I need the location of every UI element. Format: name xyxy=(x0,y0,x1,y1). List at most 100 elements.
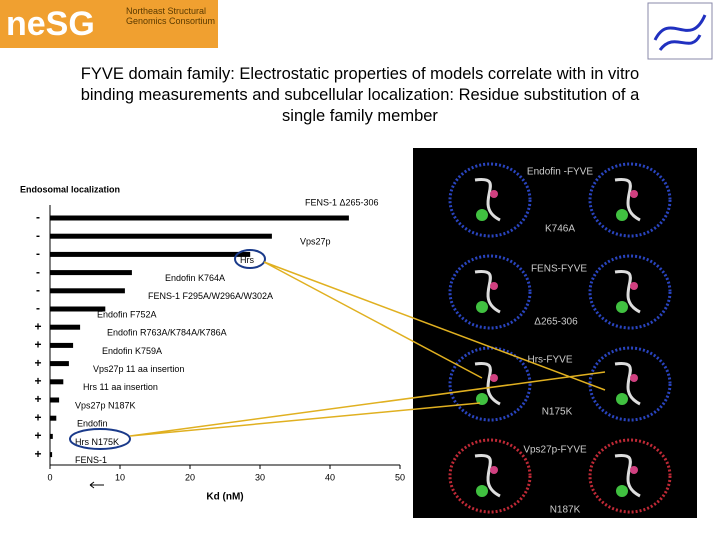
bar-label: Hrs xyxy=(240,255,254,265)
bar xyxy=(50,342,74,348)
localization-sign: + xyxy=(34,319,41,333)
localization-sign: + xyxy=(34,374,41,388)
bar xyxy=(50,215,349,221)
logo-bg xyxy=(0,0,218,48)
x-tick-label: 40 xyxy=(325,472,335,482)
surface-blob xyxy=(588,162,672,238)
bar xyxy=(50,270,132,276)
residue xyxy=(490,190,498,198)
bar-label: FENS-1 F295A/W296A/W302A xyxy=(148,291,273,301)
x-tick-label: 30 xyxy=(255,472,265,482)
residue xyxy=(616,209,628,221)
backbone xyxy=(614,177,641,222)
residue xyxy=(490,282,498,290)
backbone xyxy=(614,453,641,498)
surface-blob xyxy=(448,438,532,514)
localization-sign: + xyxy=(34,447,41,461)
slide-title: FYVE domain family: Electrostatic proper… xyxy=(80,65,640,125)
residue xyxy=(616,393,628,405)
protein-ribbon xyxy=(653,14,707,51)
bar-label: Endofin R763A/K784A/K786A xyxy=(107,328,227,338)
residue xyxy=(630,374,638,382)
bar xyxy=(50,397,60,403)
residue xyxy=(490,466,498,474)
backbone xyxy=(614,269,641,314)
bar xyxy=(50,433,53,439)
panel-label: Endofin -FYVE xyxy=(527,167,593,178)
panel-label: Hrs-FYVE xyxy=(528,355,573,366)
panel-label: Δ265-306 xyxy=(534,317,578,328)
bar xyxy=(50,251,251,257)
x-tick-label: 20 xyxy=(185,472,195,482)
localization-sign: - xyxy=(36,210,40,224)
backbone xyxy=(614,361,641,406)
title-box: FYVE domain family: Electrostatic proper… xyxy=(80,65,640,125)
bar-label: Endofin xyxy=(77,419,108,429)
localization-sign: + xyxy=(34,410,41,424)
localization-sign: - xyxy=(36,247,40,261)
bar xyxy=(50,306,106,312)
backbone xyxy=(474,269,501,314)
bar-label: Hrs N175K xyxy=(75,437,119,447)
consortium: Northeast Structural Genomics Consortium xyxy=(126,6,216,26)
bar xyxy=(50,361,69,367)
residue xyxy=(630,190,638,198)
localization-sign: - xyxy=(36,283,40,297)
residue xyxy=(630,282,638,290)
protein-icon xyxy=(647,2,713,60)
residue xyxy=(476,485,488,497)
structure-panel xyxy=(413,148,697,518)
bar xyxy=(50,324,81,330)
residue xyxy=(616,485,628,497)
bar xyxy=(50,233,272,239)
residue xyxy=(630,466,638,474)
localization-sign: - xyxy=(36,301,40,315)
bar xyxy=(50,288,125,294)
arrow xyxy=(263,261,606,391)
surface-blob xyxy=(588,254,672,330)
localization-sign: + xyxy=(34,392,41,406)
arrow xyxy=(129,371,606,437)
bar-label: Hrs 11 aa insertion xyxy=(83,382,158,392)
surface-blob xyxy=(588,346,672,422)
localization-sign: + xyxy=(34,338,41,352)
highlight-circle xyxy=(69,428,131,450)
localization-sign: + xyxy=(34,429,41,443)
bar-label: FENS-1 Δ265-306 xyxy=(305,197,379,207)
bar xyxy=(50,452,53,458)
bar xyxy=(50,415,57,421)
bar xyxy=(50,379,64,385)
highlight-circle xyxy=(234,249,266,269)
residue xyxy=(490,374,498,382)
localization-sign: + xyxy=(34,356,41,370)
bar-label: Endofin K759A xyxy=(102,346,162,356)
panel-label: Vps27p-FYVE xyxy=(523,445,587,456)
consortium-box: Northeast Structural Genomics Consortium xyxy=(126,6,216,26)
bar-label: Vps27p xyxy=(300,237,331,247)
localization-sign: - xyxy=(36,228,40,242)
panel-label: N187K xyxy=(550,505,581,516)
x-tick-label: 50 xyxy=(395,472,405,482)
surface-blob xyxy=(448,254,532,330)
bar-label: Endofin K764A xyxy=(165,273,225,283)
logo: neSG xyxy=(6,5,95,43)
residue xyxy=(616,301,628,313)
localization-sign: - xyxy=(36,265,40,279)
x-tick-label: 0 xyxy=(47,472,52,482)
residue xyxy=(476,209,488,221)
backbone xyxy=(474,177,501,222)
residue xyxy=(476,301,488,313)
backbone xyxy=(474,453,501,498)
x-tick-label: 10 xyxy=(115,472,125,482)
bar-label: Vps27p N187K xyxy=(75,400,136,410)
bar-label: FENS-1 xyxy=(75,455,107,465)
panel-label: N175K xyxy=(542,407,573,418)
panel-label: FENS-FYVE xyxy=(531,264,587,275)
bar-label: Vps27p 11 aa insertion xyxy=(93,364,184,374)
x-axis-label: Kd (nM) xyxy=(206,492,243,503)
surface-blob xyxy=(448,346,532,422)
surface-blob xyxy=(588,438,672,514)
backbone xyxy=(474,361,501,406)
bar-label: Endofin F752A xyxy=(97,309,157,319)
